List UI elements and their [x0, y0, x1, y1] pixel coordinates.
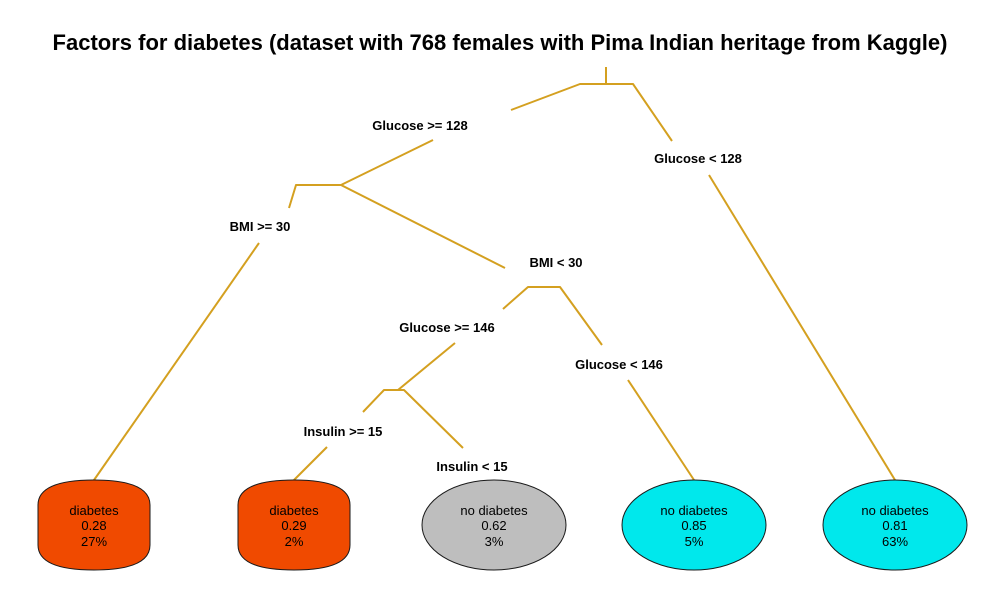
- split-label-insulin-lt-15: Insulin < 15: [436, 459, 507, 474]
- leaf-class: diabetes: [269, 503, 319, 518]
- leaf-probability: 0.85: [681, 518, 706, 533]
- split-label-bmi-lt-30: BMI < 30: [529, 255, 582, 270]
- branch-root-left-lower: [340, 139, 434, 186]
- branch-root-right: [606, 83, 673, 142]
- branch-glucose2-right: [543, 286, 603, 346]
- split-label-glucose-ge-128: Glucose >= 128: [372, 118, 467, 133]
- leaf-shape: [621, 479, 767, 571]
- split-label-insulin-ge-15: Insulin >= 15: [304, 424, 383, 439]
- branch-insulin-left: [362, 389, 398, 413]
- leaf-node: no diabetes 0.62 3%: [421, 479, 567, 571]
- branch-bmi-right: [320, 184, 506, 269]
- branch-bmi-left-lower: [93, 242, 260, 481]
- leaf-class: no diabetes: [861, 503, 929, 518]
- split-label-glucose-ge-146: Glucose >= 146: [399, 320, 494, 335]
- branch-root-left: [510, 83, 606, 111]
- branch-bmi-left: [288, 184, 320, 209]
- diagram-title: Factors for diabetes (dataset with 768 f…: [53, 30, 948, 55]
- leaf-class: no diabetes: [460, 503, 528, 518]
- branch-insulin-right: [398, 389, 464, 449]
- split-label-bmi-ge-30: BMI >= 30: [230, 219, 291, 234]
- leaf-shape: [237, 479, 351, 571]
- split-label-glucose-lt-146: Glucose < 146: [575, 357, 663, 372]
- leaf-node: diabetes 0.28 27%: [37, 479, 151, 571]
- tree-branches: [93, 67, 896, 481]
- leaf-class: diabetes: [69, 503, 119, 518]
- branch-insulin-left-lower: [293, 446, 328, 481]
- leaf-node: no diabetes 0.81 63%: [822, 479, 968, 571]
- leaf-percentage: 5%: [685, 534, 704, 549]
- split-label-glucose-lt-128: Glucose < 128: [654, 151, 742, 166]
- leaf-percentage: 27%: [81, 534, 107, 549]
- leaf-shape: [421, 479, 567, 571]
- leaf-probability: 0.28: [81, 518, 106, 533]
- leaf-node: no diabetes 0.85 5%: [621, 479, 767, 571]
- leaf-class: no diabetes: [660, 503, 728, 518]
- leaf-shape: [822, 479, 968, 571]
- branch-root-right-lower: [708, 174, 896, 481]
- leaf-percentage: 3%: [485, 534, 504, 549]
- leaf-percentage: 2%: [285, 534, 304, 549]
- leaf-probability: 0.81: [882, 518, 907, 533]
- leaf-probability: 0.29: [281, 518, 306, 533]
- leaf-nodes: diabetes 0.28 27% diabetes 0.29 2% no di…: [37, 479, 968, 571]
- split-labels: Glucose >= 128 Glucose < 128 BMI >= 30 B…: [230, 118, 742, 474]
- branch-glucose2-left: [502, 286, 543, 310]
- leaf-node: diabetes 0.29 2%: [237, 479, 351, 571]
- branch-glucose2-left-lower: [397, 342, 456, 391]
- leaf-percentage: 63%: [882, 534, 908, 549]
- branch-glucose2-right-lower: [627, 379, 695, 481]
- leaf-shape: [37, 479, 151, 571]
- leaf-probability: 0.62: [481, 518, 506, 533]
